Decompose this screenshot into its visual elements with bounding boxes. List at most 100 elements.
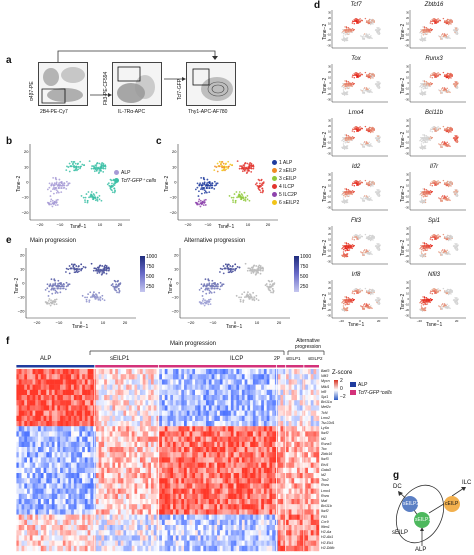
feature-point	[369, 199, 371, 202]
progression-point	[48, 302, 51, 305]
tsne-b-point	[50, 184, 53, 186]
progression-point	[48, 290, 50, 293]
feature-point	[371, 20, 373, 22]
flow-ylabel-3: Tcf7-GFP	[177, 78, 183, 100]
feature-point	[456, 194, 459, 197]
feature-point	[434, 76, 436, 78]
feature-ytick: −30	[405, 97, 410, 101]
heatmap-cell	[27, 395, 30, 401]
feature-point	[372, 185, 374, 187]
feature-point	[350, 137, 353, 139]
feature-ytick: −30	[405, 151, 410, 155]
feature-point	[435, 181, 438, 183]
feature-point	[430, 182, 433, 185]
feature-point	[428, 192, 431, 194]
feature-point	[349, 139, 351, 141]
heatmap-cell	[244, 384, 248, 390]
tsne-b-point	[109, 185, 112, 188]
tsne-b-point	[100, 170, 102, 172]
tsne-b-ytick: 0	[26, 180, 29, 185]
feature-point	[372, 237, 374, 239]
feature-ytick: 10	[406, 292, 409, 296]
feature-point	[362, 38, 364, 40]
axis-ylabel-c: Tsne−2	[164, 175, 170, 192]
feature-point	[437, 236, 440, 238]
heatmap-cell	[277, 369, 281, 375]
heatmap-cell	[18, 379, 22, 385]
heatmap-cell	[299, 369, 303, 375]
gating-arrows	[57, 50, 218, 64]
feature-point	[347, 84, 350, 86]
feature-point	[377, 248, 379, 250]
feature-point	[423, 80, 426, 83]
heatmap-cell	[258, 384, 262, 390]
tsne-c-point	[202, 201, 205, 204]
heatmap-cell	[82, 379, 86, 385]
progression-point	[234, 269, 236, 272]
progression-point	[231, 265, 234, 268]
heatmap-cell	[305, 384, 309, 390]
feature-point	[456, 32, 459, 35]
feature-point	[360, 89, 362, 91]
heatmap-cell	[106, 369, 110, 375]
feature-ytick: −10	[405, 248, 410, 252]
feature-point	[443, 88, 446, 91]
feature-point	[430, 20, 433, 23]
heatmap-cell	[38, 384, 41, 390]
feature-point	[341, 38, 343, 41]
feature-point	[342, 85, 344, 87]
feature-point	[378, 194, 381, 197]
feature-point	[430, 299, 433, 301]
feature-point	[364, 287, 367, 290]
heatmap-cell	[117, 384, 121, 390]
tsne-c-point	[228, 165, 230, 168]
tsne-b-ytick: 10	[24, 164, 29, 169]
colorbar-alt	[294, 256, 299, 292]
heatmap-cell	[296, 374, 300, 380]
feature-point	[448, 235, 450, 237]
feature-point	[446, 289, 448, 292]
feature-point	[357, 235, 360, 237]
feature-point	[372, 73, 374, 75]
feature-point	[420, 39, 422, 41]
heatmap-cell	[294, 374, 298, 380]
tsne-c-point	[206, 185, 209, 187]
feature-point	[456, 139, 458, 141]
feature-point	[353, 131, 355, 133]
heatmap-cell	[60, 379, 64, 385]
feature-point	[455, 137, 457, 139]
feature-point	[423, 301, 426, 303]
feature-point	[456, 302, 459, 305]
feature-ytick: −30	[327, 151, 332, 155]
feature-point	[362, 196, 365, 198]
tsne-b-point	[65, 169, 68, 171]
feature-ytick: 0	[330, 27, 332, 31]
tsne-b-point	[57, 191, 60, 194]
tsne-e1-ytick: −10	[18, 295, 26, 300]
heatmap-cell	[170, 389, 174, 396]
feature-point	[432, 180, 435, 182]
progression-point	[97, 269, 100, 272]
heatmap-cell	[126, 369, 130, 375]
heatmap-cell	[181, 379, 185, 385]
tsne-e2-xtick: 10	[255, 320, 260, 325]
feature-point	[445, 183, 447, 185]
feature-point	[342, 255, 344, 257]
feature-point	[378, 193, 380, 195]
feature-xlabel: Tsne−1	[348, 322, 365, 328]
feature-point	[362, 254, 364, 256]
feature-point	[377, 194, 379, 196]
tsne-b-point	[77, 168, 80, 171]
feature-point	[429, 22, 432, 24]
progression-point	[222, 283, 225, 286]
feature-point	[423, 29, 425, 32]
feature-point	[351, 238, 354, 240]
heatmap-cell	[288, 374, 292, 380]
tsne-c-point	[196, 203, 199, 206]
feature-point	[440, 198, 442, 200]
feature-point	[365, 75, 368, 78]
heatmap-cell	[79, 379, 83, 385]
feature-point	[350, 301, 352, 303]
